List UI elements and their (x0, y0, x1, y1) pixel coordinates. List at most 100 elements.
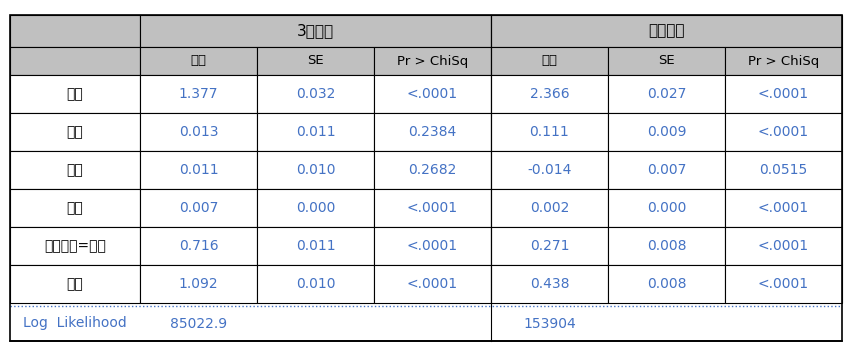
Bar (608, 151, 725, 189)
Bar (257, 265, 374, 303)
Text: 0.000: 0.000 (647, 201, 686, 215)
Bar (374, 151, 491, 189)
Text: <.0001: <.0001 (758, 125, 809, 139)
Bar (374, 75, 491, 113)
Bar (725, 47, 842, 75)
Bar (725, 189, 842, 227)
Text: <.0001: <.0001 (407, 239, 458, 253)
Text: SE: SE (308, 55, 324, 68)
Text: 0.111: 0.111 (530, 125, 569, 139)
Text: 0.011: 0.011 (296, 239, 336, 253)
Bar (140, 75, 257, 113)
Bar (491, 113, 608, 151)
Text: 0.0515: 0.0515 (759, 163, 808, 177)
Bar (140, 265, 257, 303)
Text: 0.013: 0.013 (179, 125, 218, 139)
Bar (374, 227, 491, 265)
Text: <.0001: <.0001 (407, 87, 458, 101)
Text: Pr > ChiSq: Pr > ChiSq (748, 55, 819, 68)
Text: SE: SE (659, 55, 675, 68)
Text: 1.092: 1.092 (179, 277, 218, 291)
Text: 0.010: 0.010 (296, 163, 335, 177)
Bar (140, 15, 491, 47)
Bar (257, 47, 374, 75)
Bar (10, 47, 140, 75)
Text: <.0001: <.0001 (407, 277, 458, 291)
Text: <.0001: <.0001 (758, 277, 809, 291)
Text: 0.2384: 0.2384 (408, 125, 457, 139)
Text: 0.438: 0.438 (530, 277, 569, 291)
Text: 주말: 주말 (66, 125, 83, 139)
Text: <.0001: <.0001 (407, 201, 458, 215)
Bar (140, 151, 257, 189)
Text: 0.002: 0.002 (530, 201, 569, 215)
Bar (725, 113, 842, 151)
Bar (257, 151, 374, 189)
Text: 1.377: 1.377 (179, 87, 218, 101)
Text: 상수: 상수 (66, 87, 83, 101)
Text: 0.007: 0.007 (179, 201, 218, 215)
Bar (491, 189, 608, 227)
Bar (491, 15, 842, 47)
Bar (608, 306, 725, 341)
Bar (10, 113, 140, 151)
Text: <.0001: <.0001 (758, 239, 809, 253)
Bar (725, 306, 842, 341)
Bar (257, 75, 374, 113)
Bar (10, 306, 140, 341)
Bar (608, 227, 725, 265)
Bar (10, 189, 140, 227)
Bar (140, 113, 257, 151)
Bar (257, 113, 374, 151)
Text: 0.010: 0.010 (296, 277, 335, 291)
Bar (608, 75, 725, 113)
Bar (491, 227, 608, 265)
Bar (140, 227, 257, 265)
Text: 0.008: 0.008 (647, 239, 686, 253)
Text: 남성: 남성 (66, 163, 83, 177)
Bar (10, 265, 140, 303)
Text: <.0001: <.0001 (758, 87, 809, 101)
Bar (608, 265, 725, 303)
Bar (491, 47, 608, 75)
Bar (140, 189, 257, 227)
Text: 수술: 수술 (66, 277, 83, 291)
Text: 입원경로=응급: 입원경로=응급 (44, 239, 106, 253)
Bar (10, 227, 140, 265)
Text: Log  Likelihood: Log Likelihood (23, 316, 127, 330)
Text: 0.716: 0.716 (179, 239, 218, 253)
Bar (491, 151, 608, 189)
Text: <.0001: <.0001 (758, 201, 809, 215)
Bar (725, 227, 842, 265)
Text: 연령: 연령 (66, 201, 83, 215)
Bar (140, 47, 257, 75)
Text: 0.011: 0.011 (179, 163, 218, 177)
Text: -0.014: -0.014 (527, 163, 572, 177)
Text: 0.011: 0.011 (296, 125, 336, 139)
Bar (10, 151, 140, 189)
Text: 0.2682: 0.2682 (408, 163, 457, 177)
Bar (374, 113, 491, 151)
Bar (10, 15, 140, 47)
Bar (257, 227, 374, 265)
Text: 85022.9: 85022.9 (170, 316, 227, 330)
Bar (725, 265, 842, 303)
Text: 0.027: 0.027 (647, 87, 686, 101)
Bar (257, 189, 374, 227)
Bar (608, 47, 725, 75)
Text: 0.032: 0.032 (296, 87, 335, 101)
Text: 3차병원: 3차병원 (297, 23, 334, 38)
Bar (725, 75, 842, 113)
Bar (10, 75, 140, 113)
Text: 2.366: 2.366 (530, 87, 569, 101)
Text: 종합병원: 종합병원 (648, 23, 685, 38)
Bar (374, 47, 491, 75)
Text: 0.271: 0.271 (530, 239, 569, 253)
Bar (725, 151, 842, 189)
Bar (140, 306, 257, 341)
Bar (491, 75, 608, 113)
Text: 153904: 153904 (523, 316, 576, 330)
Text: 0.000: 0.000 (296, 201, 335, 215)
Bar (608, 113, 725, 151)
Bar (491, 306, 608, 341)
